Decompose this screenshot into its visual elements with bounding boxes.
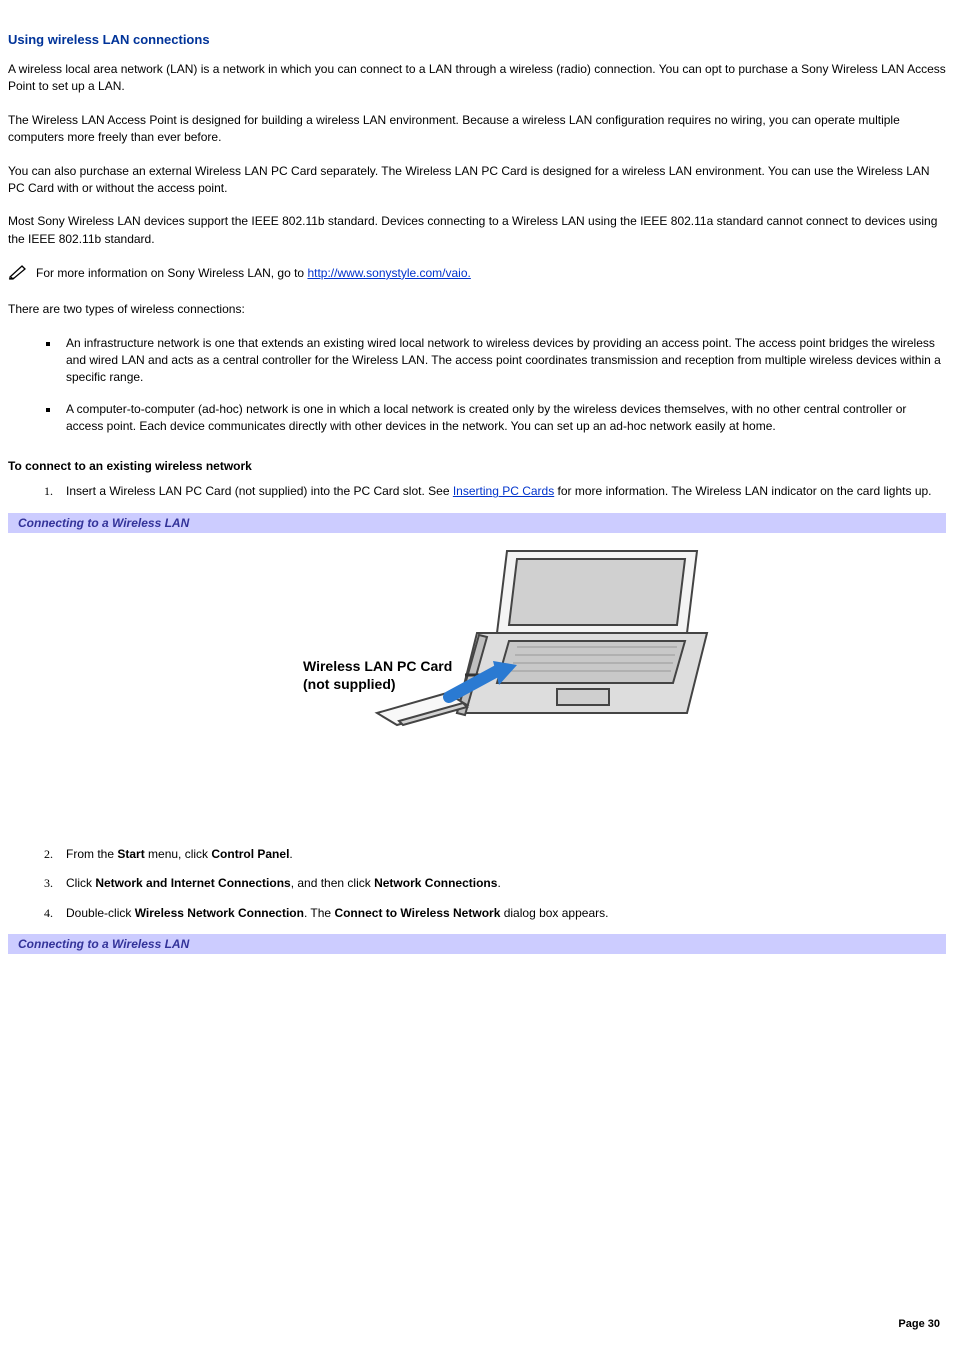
bullet-list: An infrastructure network is one that ex… xyxy=(8,335,946,436)
step-item: Click Network and Internet Connections, … xyxy=(56,875,946,892)
step-text: . The xyxy=(304,906,334,920)
figure-placeholder xyxy=(8,954,946,1214)
step-item: From the Start menu, click Control Panel… xyxy=(56,846,946,863)
figure-caption: Connecting to a Wireless LAN xyxy=(8,513,946,533)
ui-term: Network Connections xyxy=(374,876,497,890)
section-heading: Using wireless LAN connections xyxy=(8,32,946,47)
step-text: . xyxy=(289,847,292,861)
step-text: Click xyxy=(66,876,95,890)
ordered-steps: Insert a Wireless LAN PC Card (not suppl… xyxy=(8,483,946,500)
list-item: A computer-to-computer (ad-hoc) network … xyxy=(60,401,946,436)
list-item: An infrastructure network is one that ex… xyxy=(60,335,946,387)
step-text: From the xyxy=(66,847,117,861)
external-link[interactable]: http://www.sonystyle.com/vaio. xyxy=(307,266,470,280)
cross-ref-link[interactable]: Inserting PC Cards xyxy=(453,484,554,498)
ui-term: Control Panel xyxy=(211,847,289,861)
step-text: , and then click xyxy=(291,876,374,890)
note-prefix: For more information on Sony Wireless LA… xyxy=(36,266,307,280)
ui-term: Network and Internet Connections xyxy=(95,876,290,890)
step-text: menu, click xyxy=(145,847,212,861)
step-text: dialog box appears. xyxy=(500,906,608,920)
figure-illustration: Wireless LAN PC Card (not supplied) xyxy=(8,533,946,786)
step-text: . xyxy=(497,876,500,890)
paragraph: Most Sony Wireless LAN devices support t… xyxy=(8,213,946,248)
step-item: Double-click Wireless Network Connection… xyxy=(56,905,946,922)
ordered-steps-cont: From the Start menu, click Control Panel… xyxy=(8,846,946,922)
step-text: Insert a Wireless LAN PC Card (not suppl… xyxy=(66,484,453,498)
ui-term: Start xyxy=(117,847,144,861)
step-item: Insert a Wireless LAN PC Card (not suppl… xyxy=(56,483,946,500)
ui-term: Connect to Wireless Network xyxy=(334,906,500,920)
pencil-icon xyxy=(8,264,30,283)
note-text: For more information on Sony Wireless LA… xyxy=(36,265,471,282)
paragraph: There are two types of wireless connecti… xyxy=(8,301,946,318)
figure-label-line2: (not supplied) xyxy=(303,676,396,692)
step-text: for more information. The Wireless LAN i… xyxy=(554,484,931,498)
info-note: For more information on Sony Wireless LA… xyxy=(8,264,946,283)
paragraph: The Wireless LAN Access Point is designe… xyxy=(8,112,946,147)
paragraph: You can also purchase an external Wirele… xyxy=(8,163,946,198)
subheading: To connect to an existing wireless netwo… xyxy=(8,459,946,473)
figure-label-line1: Wireless LAN PC Card xyxy=(303,658,452,674)
page-number: Page 30 xyxy=(898,1318,940,1330)
paragraph: A wireless local area network (LAN) is a… xyxy=(8,61,946,96)
step-text: Double-click xyxy=(66,906,135,920)
ui-term: Wireless Network Connection xyxy=(135,906,304,920)
figure-caption: Connecting to a Wireless LAN xyxy=(8,934,946,954)
